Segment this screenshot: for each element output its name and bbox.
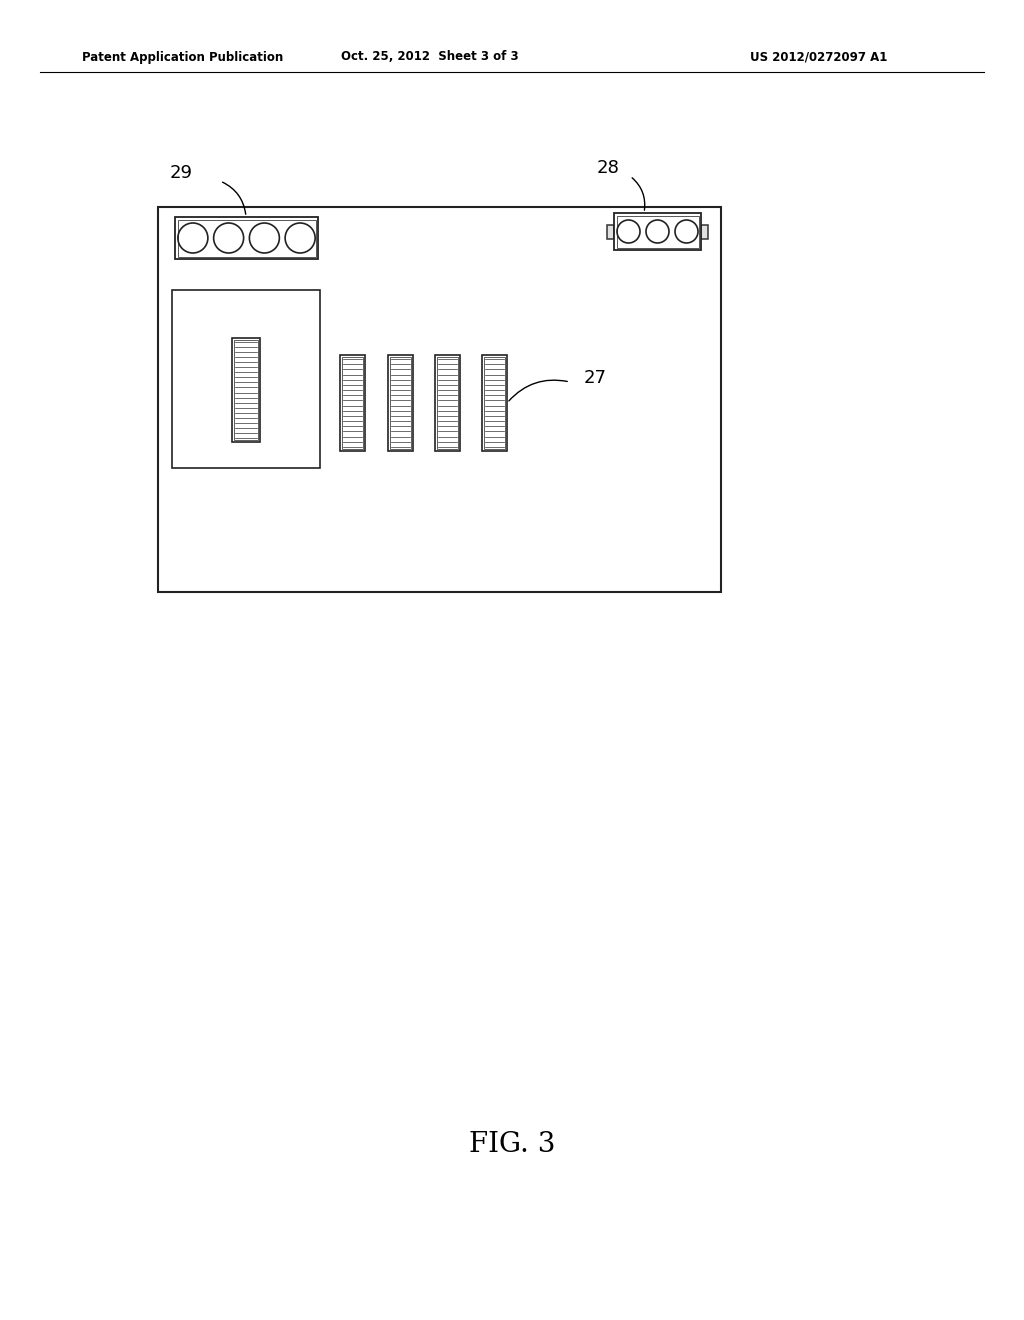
Text: Oct. 25, 2012  Sheet 3 of 3: Oct. 25, 2012 Sheet 3 of 3: [341, 50, 519, 63]
Bar: [435, 355, 460, 451]
Bar: [701, 224, 708, 239]
Bar: [437, 356, 458, 449]
Bar: [388, 355, 413, 451]
Bar: [177, 219, 315, 256]
Bar: [234, 341, 258, 440]
Bar: [172, 290, 319, 469]
Text: 28: 28: [597, 158, 620, 177]
Text: US 2012/0272097 A1: US 2012/0272097 A1: [750, 50, 888, 63]
Text: 27: 27: [584, 370, 607, 387]
Bar: [614, 213, 701, 249]
Bar: [175, 216, 318, 259]
Bar: [342, 356, 362, 449]
Bar: [616, 215, 698, 248]
Text: Patent Application Publication: Patent Application Publication: [82, 50, 284, 63]
Bar: [482, 355, 507, 451]
Bar: [390, 356, 411, 449]
Text: 29: 29: [170, 164, 193, 182]
Text: FIG. 3: FIG. 3: [469, 1131, 555, 1159]
Bar: [158, 207, 721, 591]
Bar: [484, 356, 505, 449]
Bar: [607, 224, 614, 239]
Bar: [340, 355, 365, 451]
Bar: [232, 338, 260, 442]
